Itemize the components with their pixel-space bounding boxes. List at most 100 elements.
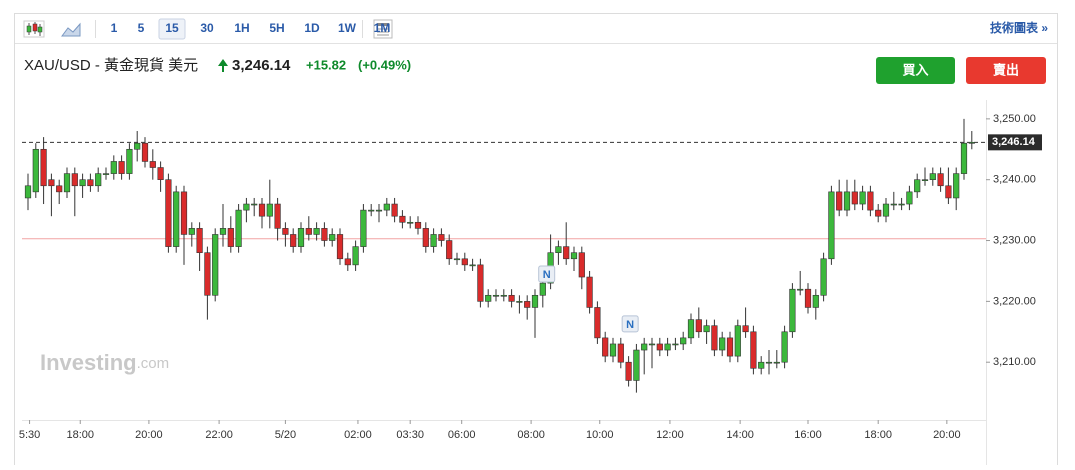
candle-body (251, 203, 258, 206)
candle-body (212, 234, 219, 296)
candle-body (828, 191, 835, 260)
y-tick-label: 3,250.00 (993, 113, 1036, 125)
candle-body (797, 288, 804, 291)
y-tick-label: 3,230.00 (993, 234, 1036, 246)
candle-body (173, 191, 180, 247)
candle-body (196, 228, 203, 253)
candle-icon[interactable] (23, 20, 45, 38)
candle-body (602, 337, 609, 357)
candle-body (407, 221, 414, 224)
candle-body (898, 203, 905, 206)
candle-body (921, 179, 929, 181)
candle-body (726, 337, 734, 357)
panel (14, 13, 1058, 470)
candle-body (32, 148, 39, 193)
candle-body (633, 349, 640, 381)
interval[interactable]: 5 (138, 21, 145, 35)
x-tick-label: 20:00 (135, 429, 163, 441)
interval[interactable]: 30 (200, 21, 214, 35)
candle-body (204, 252, 211, 296)
interval[interactable]: 1W (338, 21, 357, 35)
watermark-suffix: .com (137, 355, 170, 372)
news-marker-label[interactable]: N (626, 319, 634, 331)
candle-body (851, 191, 858, 205)
candle-body (742, 325, 749, 333)
interval[interactable]: 1H (234, 21, 249, 35)
candle-body (87, 179, 94, 187)
y-tick-label: 3,220.00 (993, 295, 1036, 307)
candle-body (914, 179, 921, 193)
candle-body (734, 325, 741, 357)
candle-body (641, 343, 648, 351)
candle-body (375, 209, 383, 212)
interval[interactable]: 1 (111, 21, 118, 35)
up-arrow (218, 59, 228, 72)
news-marker-label[interactable]: N (543, 269, 551, 281)
candle-body (516, 301, 523, 303)
buy-label[interactable]: 買入 (902, 62, 928, 77)
candle-body (680, 337, 687, 345)
candle-body (274, 203, 281, 229)
last-price-box (988, 134, 1042, 151)
candle-body (703, 325, 710, 333)
candle-body (383, 203, 390, 211)
candle-body (219, 228, 227, 235)
interval[interactable]: 1M (374, 21, 391, 35)
x-tick-label: 20:00 (933, 429, 961, 441)
technical-chart-link[interactable]: 技術圖表 » (990, 20, 1048, 35)
candle-body (492, 294, 500, 297)
y-tick-label: 3,210.00 (993, 356, 1036, 368)
candle-body (843, 191, 851, 211)
x-tick-label: 08:00 (517, 429, 545, 441)
candle-body (63, 173, 71, 193)
buy-button[interactable] (876, 57, 955, 84)
candle-body (243, 203, 250, 211)
candle-body (235, 209, 242, 247)
candle-body (781, 331, 788, 363)
candle-body (875, 209, 882, 217)
candle-body (266, 203, 273, 217)
candle-body (968, 142, 975, 144)
candle-body (414, 221, 422, 229)
candle-body (570, 252, 578, 260)
candle-body (141, 142, 149, 162)
candle-body (134, 142, 141, 150)
area-icon[interactable] (61, 22, 81, 37)
last-price-label: 3,246.14 (992, 136, 1036, 148)
candle-body (695, 319, 702, 333)
candle-body (321, 228, 328, 241)
candle-body (594, 307, 601, 339)
sell-label[interactable]: 賣出 (993, 62, 1019, 77)
candle-body (368, 209, 375, 212)
candle-body (625, 361, 632, 381)
change: +15.82 (306, 57, 346, 72)
candle-body (391, 203, 398, 217)
candle-body (399, 215, 406, 223)
candle-body (945, 185, 952, 199)
price: 3,246.14 (232, 57, 291, 74)
candle-body (929, 173, 936, 180)
candle-body (126, 148, 133, 174)
calendar-icon[interactable] (373, 19, 393, 39)
candle-body (648, 343, 656, 346)
sell-button[interactable] (966, 57, 1046, 84)
candle-body (882, 203, 890, 217)
candle-body (812, 294, 819, 308)
candle-body (297, 228, 305, 247)
x-tick-label: 18:00 (66, 429, 94, 441)
candle-body (586, 276, 593, 308)
candle-body (765, 361, 773, 364)
interval[interactable]: 5H (269, 21, 284, 35)
candle-body (719, 337, 726, 351)
candle-body (960, 142, 968, 174)
interval[interactable]: 15 (165, 21, 179, 35)
news-marker[interactable] (538, 265, 556, 283)
candle-body (672, 343, 679, 346)
candle-body (446, 240, 453, 260)
candle-body (188, 228, 195, 235)
candle-body (422, 228, 429, 247)
x-tick-label: 16:00 (794, 429, 822, 441)
interval[interactable]: 1D (304, 21, 320, 35)
news-marker[interactable] (621, 315, 639, 333)
